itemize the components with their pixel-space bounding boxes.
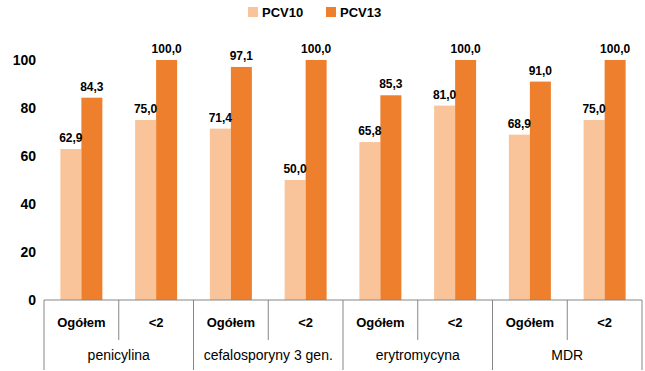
bar bbox=[231, 67, 252, 300]
x-tick-label: <2 bbox=[597, 315, 612, 330]
data-labels: 62,9 75,0 71,4 50,0 65,8 81,0 68,9 75,0 84,3 100,… bbox=[59, 42, 630, 176]
data-label: 75,0 bbox=[134, 102, 158, 116]
group-label: cefalosporyny 3 gen. bbox=[204, 347, 333, 363]
data-label: 84,3 bbox=[80, 80, 104, 94]
data-label: 68,9 bbox=[508, 117, 532, 131]
y-tick-label: 60 bbox=[20, 148, 36, 164]
y-tick-label: 40 bbox=[20, 196, 36, 212]
x-tick-label: <2 bbox=[448, 315, 463, 330]
group-label: erytromycyna bbox=[376, 347, 460, 363]
bar bbox=[306, 60, 327, 300]
bar bbox=[60, 149, 81, 300]
y-tick bbox=[40, 204, 44, 205]
bar bbox=[210, 129, 231, 300]
legend-label: PCV10 bbox=[262, 5, 303, 20]
bar bbox=[530, 82, 551, 300]
group-label: MDR bbox=[551, 347, 583, 363]
data-label: 75,0 bbox=[582, 102, 606, 116]
data-label: 85,3 bbox=[379, 77, 403, 91]
data-label: 100,0 bbox=[600, 42, 630, 56]
y-tick bbox=[40, 108, 44, 109]
x-tick-label: Ogółem bbox=[207, 315, 255, 330]
data-label: 100,0 bbox=[152, 42, 182, 56]
legend-swatch bbox=[248, 7, 258, 17]
data-label: 91,0 bbox=[529, 64, 553, 78]
category-separator bbox=[268, 300, 269, 340]
bar bbox=[584, 120, 605, 300]
data-label: 62,9 bbox=[59, 131, 83, 145]
category-separator bbox=[118, 300, 119, 340]
group-separator bbox=[343, 300, 344, 370]
bar bbox=[380, 95, 401, 300]
bar bbox=[359, 142, 380, 300]
bar bbox=[509, 135, 530, 300]
group-separator bbox=[44, 300, 45, 370]
group-separator bbox=[642, 300, 643, 370]
bar bbox=[455, 60, 476, 300]
legend-swatch bbox=[326, 7, 336, 17]
y-tick-label: 20 bbox=[20, 244, 36, 260]
data-label: 97,1 bbox=[230, 49, 254, 63]
bar bbox=[135, 120, 156, 300]
data-label: 100,0 bbox=[301, 42, 331, 56]
x-tick-label: Ogółem bbox=[356, 315, 404, 330]
x-tick-label: Ogółem bbox=[506, 315, 554, 330]
legend: PCV10 PCV13 bbox=[248, 5, 381, 20]
y-tick bbox=[40, 252, 44, 253]
data-label: 65,8 bbox=[358, 124, 382, 138]
bar bbox=[434, 106, 455, 300]
data-label: 81,0 bbox=[433, 88, 457, 102]
chart: 0 20 40 60 80 100 62,9 75,0 71,4 50,0 65,8 81,0 68,9… bbox=[0, 0, 645, 371]
group-label: penicylina bbox=[88, 347, 150, 363]
y-tick-label: 100 bbox=[13, 52, 37, 68]
bars bbox=[60, 60, 625, 300]
x-tick-label: <2 bbox=[298, 315, 313, 330]
category-separator bbox=[567, 300, 568, 340]
x-tick-label: <2 bbox=[149, 315, 164, 330]
legend-label: PCV13 bbox=[340, 5, 381, 20]
data-label: 50,0 bbox=[283, 162, 307, 176]
bar bbox=[81, 98, 102, 300]
group-separator bbox=[193, 300, 194, 370]
data-label: 71,4 bbox=[209, 111, 233, 125]
bar bbox=[605, 60, 626, 300]
data-label: 100,0 bbox=[451, 42, 481, 56]
bar bbox=[285, 180, 306, 300]
y-tick bbox=[40, 300, 44, 301]
y-tick-label: 0 bbox=[28, 292, 36, 308]
y-tick bbox=[40, 156, 44, 157]
category-separator bbox=[417, 300, 418, 340]
y-tick bbox=[40, 60, 44, 61]
y-tick-label: 80 bbox=[20, 100, 36, 116]
group-separator bbox=[492, 300, 493, 370]
bar bbox=[156, 60, 177, 300]
x-tick-label: Ogółem bbox=[57, 315, 105, 330]
